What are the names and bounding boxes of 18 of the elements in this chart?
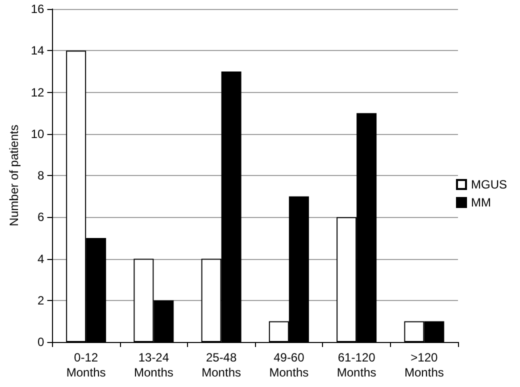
y-tick-label: 4 xyxy=(38,252,45,266)
y-tick-label: 0 xyxy=(38,335,45,349)
x-tick-label: 25-48 Months xyxy=(202,350,241,380)
x-tick-label: 0-12 Months xyxy=(66,350,106,380)
y-axis-title: Number of patients xyxy=(7,124,21,226)
y-tick-label: 12 xyxy=(30,85,45,100)
y-tick-label: 16 xyxy=(30,2,45,16)
y-tick-label: 14 xyxy=(30,44,45,58)
x-tick-label: 13-24 Months xyxy=(134,350,174,380)
x-tick-label: >120 Months xyxy=(404,350,444,380)
y-tick-label: 2 xyxy=(38,293,45,308)
legend-label: MM xyxy=(471,196,491,210)
y-tick-label: 10 xyxy=(30,126,45,141)
x-tick-label: 49-60 Months xyxy=(269,350,309,380)
y-tick-label: 6 xyxy=(38,210,45,224)
x-tick-label: 61-120 Months xyxy=(336,350,376,380)
y-tick-label: 8 xyxy=(38,168,45,182)
legend-label: MGUS xyxy=(471,178,507,192)
